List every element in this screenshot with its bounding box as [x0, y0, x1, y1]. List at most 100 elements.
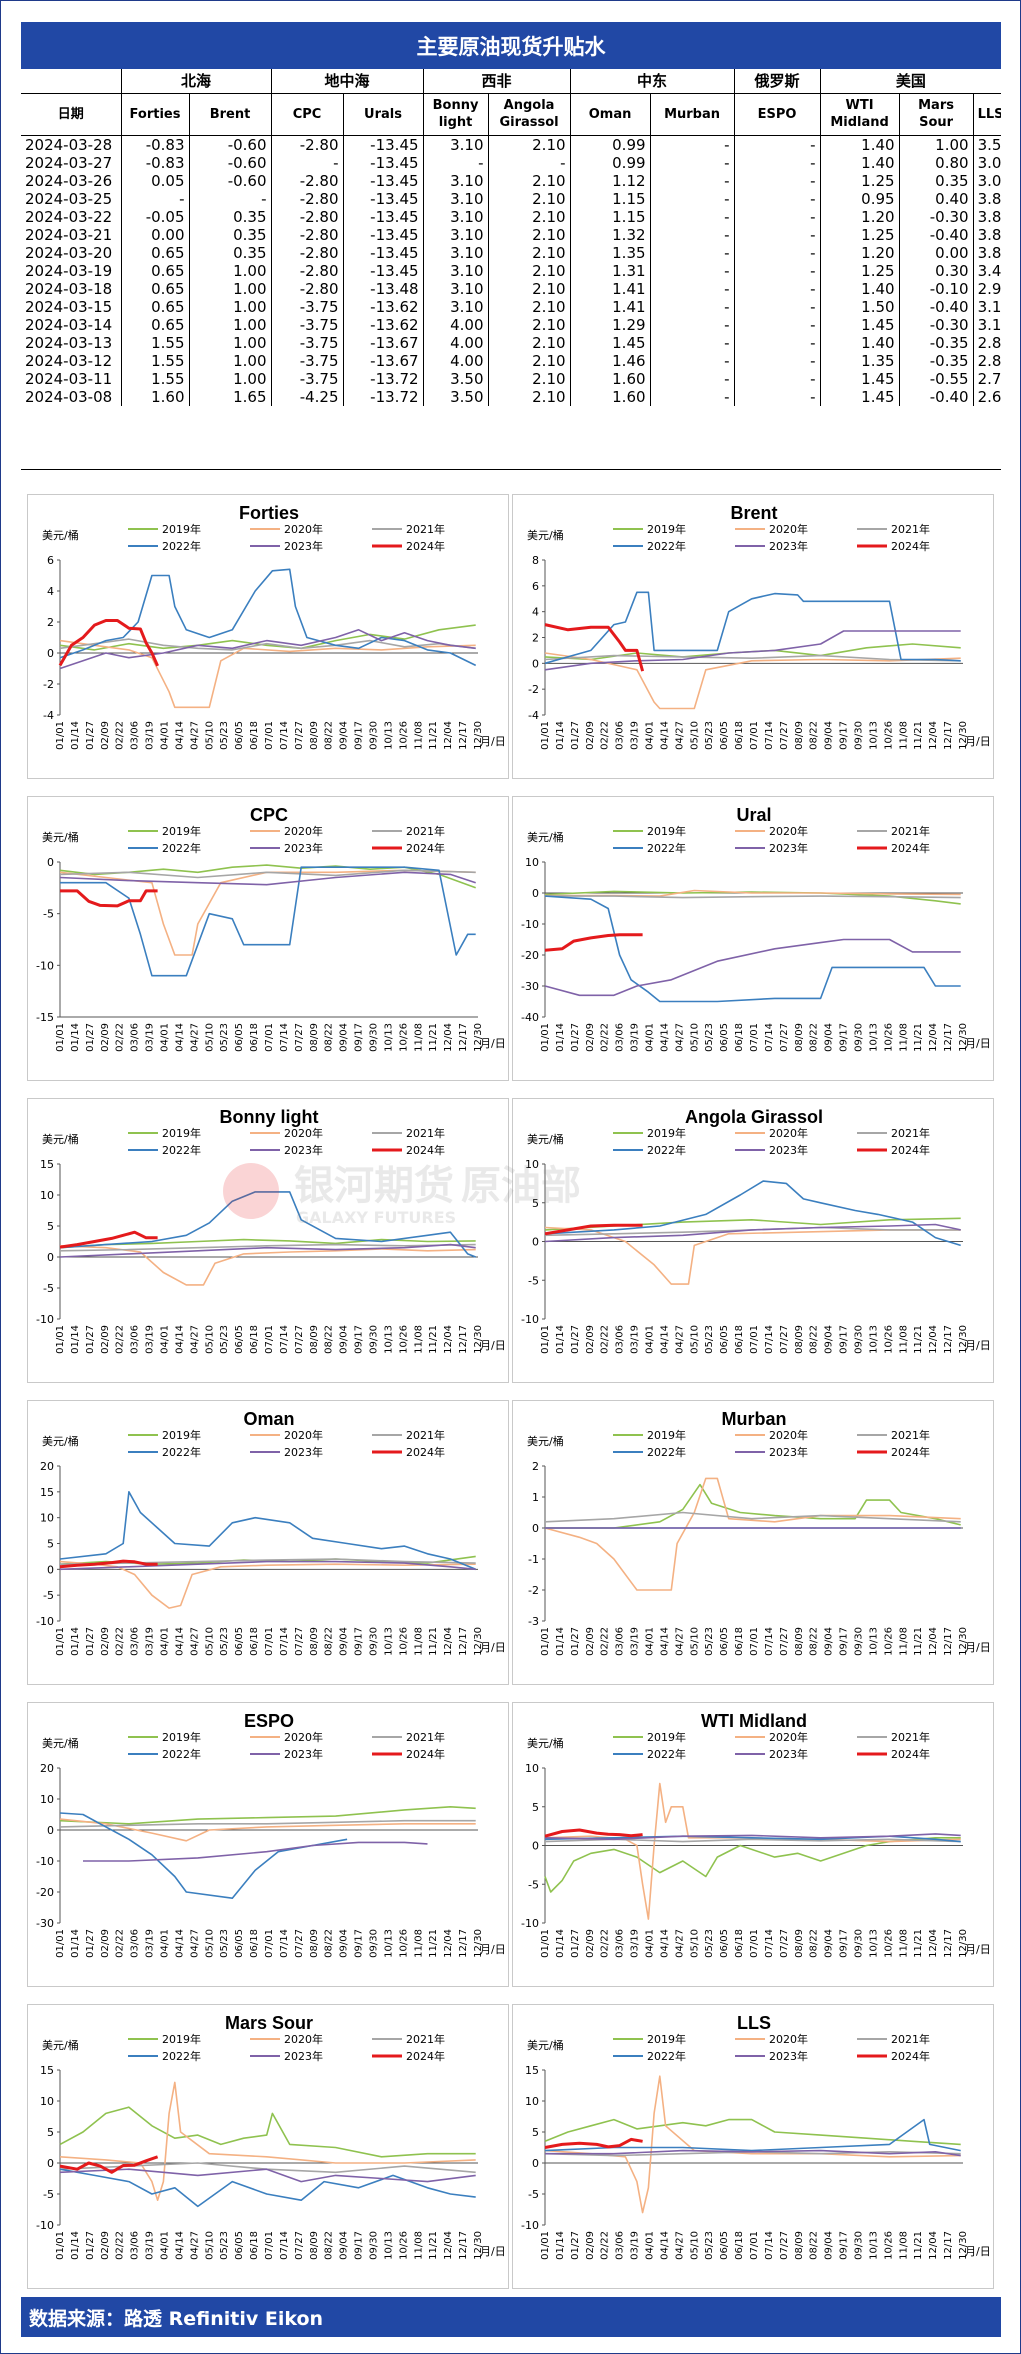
x-tick-label: 06/05: [719, 721, 730, 750]
table-group-header-row: 北海 地中海 西非 中东 俄罗斯 美国: [21, 69, 1002, 94]
x-tick-label: 03/19: [630, 721, 641, 750]
table-cell-value: 0.40: [899, 189, 974, 208]
y-tick-label: -10: [36, 959, 54, 972]
y-tick-label: -20: [521, 949, 539, 962]
chart-panel: Mars Sour 美元/桶 2019年 2020年 2021年 2022年 2023年 20…: [27, 2004, 509, 2289]
x-tick-label: 03/06: [615, 1627, 626, 1656]
x-tick-label: 08/09: [794, 721, 805, 750]
x-tick-label: 10/13: [383, 1929, 394, 1958]
x-tick-label: 07/14: [279, 2231, 290, 2260]
table-cell-value: 2.80: [977, 351, 1002, 370]
legend-label: 2022年: [162, 539, 201, 553]
table-cell-date: 2024-03-14: [21, 315, 122, 334]
chart-panel: CPC 美元/桶 2019年 2020年 2021年 2022年 2023年 2024年 -15…: [27, 796, 509, 1081]
legend-label: 2023年: [284, 2049, 323, 2063]
x-tick-label: 09/30: [369, 1929, 380, 1958]
y-tick-label: 10: [525, 1762, 539, 1775]
table-cell-value: -: [734, 153, 821, 172]
table-cell-value: 4.00: [423, 351, 489, 370]
legend-label: 2021年: [891, 1428, 930, 1442]
x-tick-label: 05/10: [689, 2231, 700, 2260]
y-tick-label: -5: [43, 1589, 54, 1602]
x-tick-label: 06/18: [734, 721, 745, 750]
x-tick-label: 09/17: [839, 1325, 850, 1354]
series-line-2024年: [60, 889, 158, 908]
table-cell-value: -3.75: [271, 297, 344, 316]
legend-label: 2023年: [769, 1445, 808, 1459]
series-line-2021年: [544, 1511, 961, 1523]
table-row: 2024-03-22 -0.05 0.35 -2.80 -13.45 3.10 2.10 1.…: [21, 207, 1001, 226]
series-line-2022年: [59, 1491, 477, 1571]
series-line-2019年: [545, 1483, 961, 1529]
x-tick-label: 07/14: [764, 1627, 775, 1656]
legend-label: 2024年: [406, 539, 445, 553]
x-tick-label: 07/14: [764, 1023, 775, 1052]
table-cell-value: -13.72: [343, 387, 424, 406]
x-tick-label: 11/08: [898, 2231, 909, 2260]
table-cell-value: 3.00: [977, 153, 1002, 172]
table-row: 2024-03-27 -0.83 -0.60- -13.45- -0.99- -1.40 0…: [21, 153, 1002, 172]
x-tick-label: 04/01: [645, 2231, 656, 2260]
table-cell-value: 2.75: [977, 369, 1002, 388]
y-tick-label: 5: [532, 2126, 539, 2139]
series-line-2022年: [544, 1835, 961, 1843]
legend-label: 2020年: [769, 1126, 808, 1140]
table-cell-value: 2.10: [488, 387, 571, 406]
x-tick-label: 12/30: [958, 2231, 969, 2260]
table-cell-value: 1.60: [570, 369, 651, 388]
series-line-2020年: [544, 2075, 961, 2214]
x-tick-label: 01/27: [85, 1929, 96, 1958]
legend-label: 2023年: [769, 539, 808, 553]
x-tick-label: 12/04: [443, 1929, 454, 1958]
chart-panel: ESPO 美元/桶 2019年 2020年 2021年 2022年 2023年 2024年 -3…: [27, 1702, 509, 1987]
table-cell-value: -: [650, 189, 735, 208]
x-tick-label: 05/23: [704, 1325, 715, 1354]
table-cell-value: 0.95: [820, 189, 900, 208]
x-tick-label: 08/22: [809, 1325, 820, 1354]
x-tick-label: 11/21: [913, 1929, 924, 1958]
x-tick-label: 08/09: [309, 1023, 320, 1052]
x-tick-label: 01/01: [540, 1023, 551, 1052]
table-cell-value: -13.45: [343, 207, 424, 226]
x-tick-label: 09/30: [369, 1627, 380, 1656]
legend-label: 2024年: [891, 841, 930, 855]
x-tick-label: 06/05: [234, 2231, 245, 2260]
table-cell-value: -4.25: [271, 387, 344, 406]
line-chart: Ural 美元/桶 2019年 2020年 2021年 2022年 2023年 2024年 -4…: [521, 805, 991, 1052]
x-tick-label: 06/18: [249, 1627, 260, 1656]
table-cell-value: 0.99: [570, 135, 651, 154]
table-cell-value: 1.20: [820, 243, 900, 262]
x-tick-label: 12/30: [958, 1627, 969, 1656]
x-tick-label: 11/21: [428, 1325, 439, 1354]
series-line-2019年: [59, 2106, 476, 2158]
y-unit-label: 美元/桶: [527, 528, 564, 542]
y-unit-label: 美元/桶: [527, 1434, 564, 1448]
x-tick-label: 10/26: [398, 2231, 409, 2260]
table-cell-date: 2024-03-18: [21, 279, 122, 298]
legend-label: 2021年: [891, 2032, 930, 2046]
table-row: 2024-03-18 0.65 1.00 -2.80 -13.48 3.10 2.10 1.4…: [21, 279, 1001, 298]
table-cell-value: 1.60: [121, 387, 190, 406]
legend-label: 2021年: [891, 1126, 930, 1140]
x-tick-label: 05/10: [204, 1023, 215, 1052]
y-tick-label: -5: [43, 1282, 54, 1295]
y-tick-label: 20: [40, 1460, 54, 1473]
x-tick-label: 01/01: [55, 1929, 66, 1958]
series-line-2020年: [59, 869, 476, 956]
table-cell-value: -: [650, 261, 735, 280]
x-unit-label: 月/日: [480, 1037, 506, 1050]
table-cell-value: -2.80: [271, 207, 344, 226]
table-cell-value: 2.10: [488, 369, 571, 388]
x-tick-label: 12/04: [443, 1627, 454, 1656]
y-tick-label: -10: [36, 1615, 54, 1628]
y-tick-label: -10: [521, 1917, 539, 1930]
chart-title: Bonny light: [220, 1107, 319, 1127]
table-cell-value: -0.05: [121, 207, 190, 226]
x-tick-label: 10/13: [868, 2231, 879, 2260]
x-tick-label: 09/04: [824, 2231, 835, 2260]
y-tick-label: 1: [532, 1491, 539, 1504]
x-tick-label: 11/21: [913, 2231, 924, 2260]
y-tick-label: 5: [532, 1801, 539, 1814]
table-cell-value: 0.35: [189, 243, 272, 262]
line-chart: ESPO 美元/桶 2019年 2020年 2021年 2022年 2023年 2024年 -3…: [36, 1711, 506, 1958]
